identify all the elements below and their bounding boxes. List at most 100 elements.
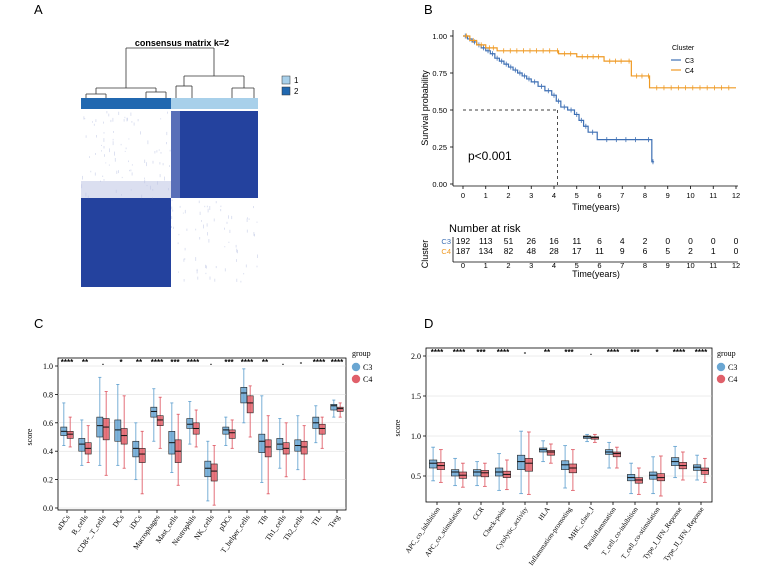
p-value: p<0.001 [468, 149, 512, 163]
heatmap-speckle [183, 279, 185, 282]
heatmap-speckle [133, 122, 135, 126]
heatmap-speckle [130, 169, 132, 172]
box-c3 [114, 419, 122, 442]
significance-label: - [524, 348, 527, 357]
heatmap-speckle [226, 221, 228, 224]
significance-label: **** [313, 358, 326, 367]
box-c4 [318, 423, 326, 435]
heatmap-speckle [203, 224, 204, 229]
risk-row-name-c3: C3 [441, 237, 451, 246]
heatmap-speckle [140, 131, 141, 135]
heatmap-speckle [116, 170, 118, 174]
significance-label: . [210, 358, 212, 367]
risk-value: 0 [665, 236, 670, 246]
panel-label-c: C [34, 316, 43, 331]
heatmap-speckle [158, 149, 160, 151]
box-c4 [246, 395, 254, 414]
heatmap-speckle [235, 244, 237, 248]
heatmap-noise [81, 111, 258, 283]
significance-label: . [102, 358, 104, 367]
box-c3 [240, 386, 248, 404]
risk-value: 51 [504, 236, 514, 246]
dendrogram [85, 47, 255, 98]
box-c4 [156, 415, 164, 426]
heatmap-legend: 1 2 [281, 75, 299, 96]
heatmap-speckle [224, 227, 225, 230]
significance-label: **** [61, 358, 74, 367]
heatmap-speckle [256, 265, 258, 268]
box-c4 [102, 418, 110, 441]
heatmap-transition-band [171, 111, 180, 198]
legend-dot-c3 [716, 362, 726, 372]
panel-label-b: B [424, 2, 433, 17]
significance-label: **** [607, 348, 620, 357]
heatmap-speckle [144, 177, 145, 179]
heatmap-speckle [94, 172, 96, 176]
legend-swatch-1 [281, 75, 291, 85]
heatmap-speckle [184, 247, 186, 251]
x-ticks: 0 1 2 3 4 5 6 7 8 9 10 11 12 [461, 186, 740, 200]
risk-x-tick-label: 4 [552, 261, 556, 270]
heatmap-speckle [207, 208, 209, 213]
heatmap-speckle [205, 264, 206, 269]
legend-title: Cluster [672, 45, 695, 52]
heatmap-speckle [95, 119, 97, 122]
y-tick-label: 1.5 [411, 392, 421, 401]
risk-x-tick-label: 8 [643, 261, 647, 270]
heatmap-speckle [159, 174, 161, 178]
significance-label: **** [241, 358, 254, 367]
risk-value: 11 [595, 246, 604, 256]
y-tick-label: 0.75 [432, 69, 447, 78]
box-c4 [138, 448, 146, 463]
heatmap-speckle [243, 273, 245, 275]
heatmap-speckle [254, 233, 255, 237]
heatmap-speckle [166, 142, 167, 145]
heatmap-speckle [196, 270, 198, 274]
heatmap-speckle [171, 199, 173, 202]
y-tick-label: 0.5 [411, 472, 421, 481]
risk-value: 26 [527, 236, 537, 246]
box-c4 [612, 451, 621, 458]
heatmap-speckle [220, 205, 222, 208]
heatmap-speckle [126, 117, 128, 122]
heatmap-speckle [129, 169, 130, 172]
heatmap-speckle [164, 176, 165, 181]
km-legend: Cluster C3 C4 [671, 45, 695, 75]
heatmap-speckle [205, 272, 207, 275]
heatmap-speckle [199, 211, 201, 215]
heatmap-speckle [253, 206, 254, 209]
risk-value: 6 [597, 236, 602, 246]
heatmap-speckle [206, 205, 208, 208]
heatmap-speckle [144, 159, 146, 163]
y-axis-label: score [25, 428, 34, 445]
x-tick-label: 3 [529, 191, 533, 200]
heatmap-speckle [169, 165, 170, 167]
heatmap-speckle [152, 160, 154, 164]
heatmap-speckle [160, 118, 162, 120]
heatmap-speckle [103, 179, 105, 181]
heatmap-block-cluster-2 [81, 198, 171, 287]
x-tick-label: 1 [484, 191, 488, 200]
heatmap-speckle [125, 147, 127, 150]
heatmap-speckle [101, 144, 102, 146]
box-c4 [336, 406, 344, 412]
heatmap-speckle [215, 201, 217, 204]
box-c4 [264, 439, 272, 458]
risk-value: 48 [527, 246, 537, 256]
heatmap-speckle [103, 121, 104, 124]
legend-dot-c4 [716, 374, 726, 384]
heatmap-speckle [121, 176, 123, 179]
y-tick-label: 0.00 [432, 180, 447, 189]
risk-x-tick-label: 6 [597, 261, 601, 270]
box-c4 [300, 440, 308, 455]
x-tick-label: 0 [461, 191, 465, 200]
risk-value: 1 [711, 246, 716, 256]
heatmap-speckle [114, 158, 116, 162]
heatmap-speckle [83, 116, 85, 120]
x-tick-label: 12 [732, 191, 740, 200]
box-c4 [66, 431, 74, 439]
legend-label-c3: C3 [728, 363, 737, 372]
box-c3 [186, 418, 194, 429]
heatmap-speckle [183, 258, 185, 262]
heatmap-speckle [130, 112, 132, 116]
